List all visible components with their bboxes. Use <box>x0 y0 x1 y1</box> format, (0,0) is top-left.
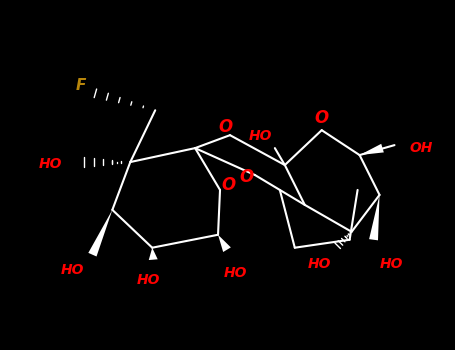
Text: HO: HO <box>223 266 247 280</box>
Text: F: F <box>75 78 86 93</box>
Text: HO: HO <box>308 257 331 271</box>
Text: HO: HO <box>248 129 272 143</box>
Text: O: O <box>315 109 329 127</box>
Polygon shape <box>369 195 379 240</box>
Polygon shape <box>88 210 112 257</box>
Text: HO: HO <box>380 257 403 271</box>
Text: HO: HO <box>136 273 160 287</box>
Text: HO: HO <box>39 157 62 171</box>
Text: O: O <box>221 176 235 194</box>
Text: O: O <box>240 168 254 186</box>
Text: O: O <box>218 118 232 136</box>
Polygon shape <box>218 235 231 252</box>
Text: HO: HO <box>61 262 84 276</box>
Polygon shape <box>149 248 158 260</box>
Text: OH: OH <box>410 141 433 155</box>
Polygon shape <box>359 144 384 155</box>
